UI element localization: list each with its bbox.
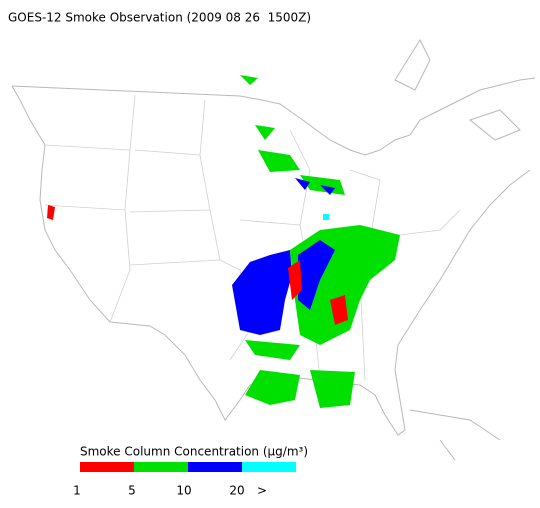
legend-title: Smoke Column Concentration (μg/m³) — [80, 445, 308, 459]
legend-swatch — [188, 462, 242, 472]
legend-swatch — [242, 462, 296, 472]
smoke-patch — [295, 178, 335, 195]
legend-swatch — [134, 462, 188, 472]
smoke-patch — [298, 240, 335, 310]
smoke-patch — [288, 260, 348, 325]
legend-bar — [80, 462, 296, 472]
legend-label: 5 — [128, 484, 136, 498]
smoke-patch — [232, 250, 292, 335]
legend-label: 20 — [229, 484, 244, 498]
legend-labels: 1 5 10 20 > — [73, 484, 267, 498]
legend-swatch — [80, 462, 134, 472]
smoke-patch — [245, 340, 355, 408]
legend-label: 1 — [73, 484, 81, 498]
smoke-patch — [323, 214, 329, 220]
smoke-patch — [240, 75, 345, 195]
base-map — [11, 38, 536, 461]
smoke-patches — [47, 75, 400, 408]
smoke-patch — [47, 205, 55, 220]
map-title: GOES-12 Smoke Observation (2009 08 26 15… — [8, 11, 311, 25]
legend-label: > — [257, 484, 267, 498]
legend-label: 10 — [176, 484, 191, 498]
